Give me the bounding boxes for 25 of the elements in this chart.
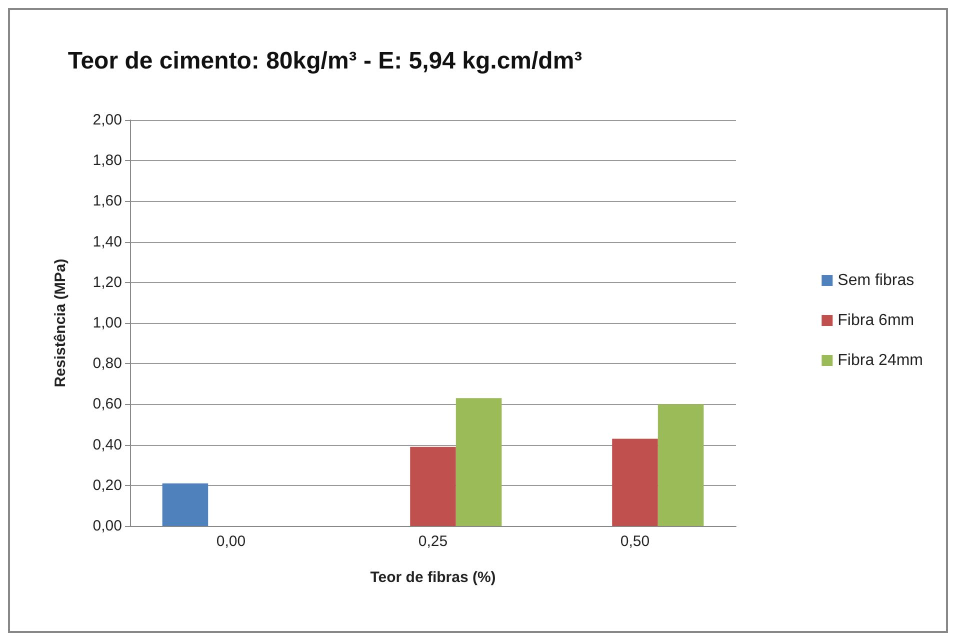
y-tick-label: 1,00 (92, 314, 122, 332)
x-tick-label: 0,25 (418, 533, 448, 550)
chart-title: Teor de cimento: 80kg/m³ - E: 5,94 kg.cm/dm³ (68, 48, 582, 74)
x-axis-title: Teor de fibras (%) (370, 569, 496, 586)
legend-label: Fibra 24mm (838, 352, 924, 369)
y-tick-label: 0,80 (92, 355, 122, 372)
bar (162, 483, 208, 526)
y-tick-label: 0,60 (92, 396, 122, 413)
bar (612, 438, 658, 526)
y-tick-label: 0,20 (92, 476, 122, 494)
y-tick-label: 0,00 (92, 518, 122, 534)
bar (658, 404, 704, 526)
y-tick-label: 1,40 (92, 233, 122, 250)
x-tick-label: 0,50 (620, 533, 650, 550)
y-tick-label: 0,40 (92, 436, 122, 454)
y-axis-title: Resistência (MPa) (52, 258, 69, 388)
y-tick-label: 2,00 (92, 112, 122, 128)
y-tick-label: 1,80 (92, 152, 122, 170)
legend-label: Sem fibras (838, 272, 914, 289)
x-tick-label: 0,00 (216, 533, 246, 550)
bar (456, 398, 502, 526)
y-tick-label: 1,60 (92, 192, 122, 210)
y-tick-label: 1,20 (92, 274, 122, 291)
legend-label: Fibra 6mm (838, 312, 914, 329)
bar (410, 446, 456, 526)
